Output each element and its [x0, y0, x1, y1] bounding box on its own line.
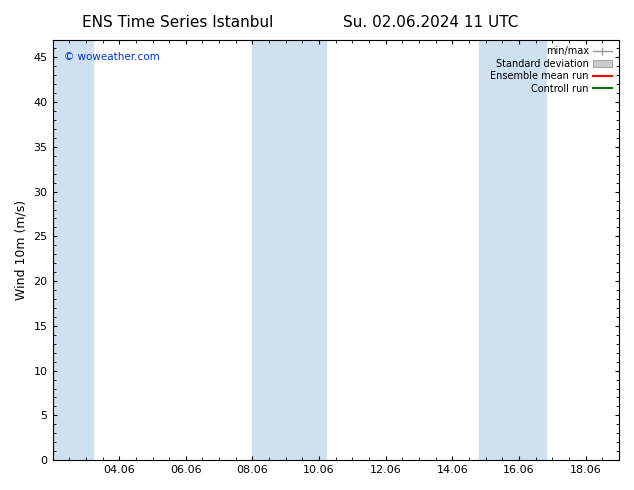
Text: Su. 02.06.2024 11 UTC: Su. 02.06.2024 11 UTC [344, 15, 519, 30]
Text: © woweather.com: © woweather.com [64, 52, 160, 62]
Y-axis label: Wind 10m (m/s): Wind 10m (m/s) [15, 200, 28, 300]
Bar [252, 40, 326, 460]
Bar [53, 40, 93, 460]
Legend: min/max, Standard deviation, Ensemble mean run, Controll run: min/max, Standard deviation, Ensemble me… [488, 45, 614, 96]
Text: ENS Time Series Istanbul: ENS Time Series Istanbul [82, 15, 273, 30]
Bar [479, 40, 546, 460]
